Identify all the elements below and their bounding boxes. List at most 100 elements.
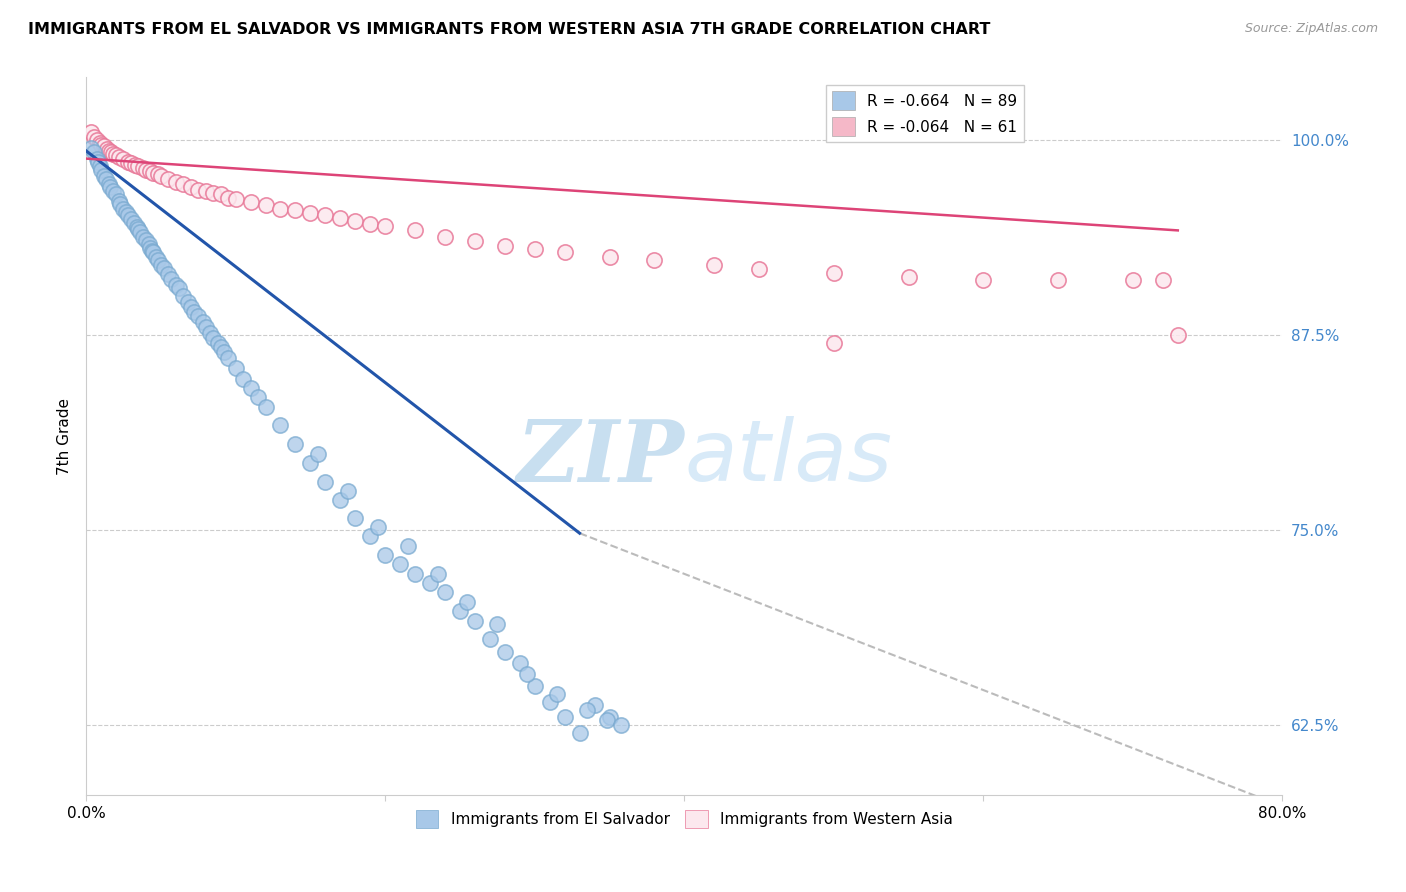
- Point: [225, 192, 247, 206]
- Point: [449, 604, 471, 618]
- Point: [172, 289, 194, 303]
- Point: [546, 687, 568, 701]
- Point: [139, 241, 162, 255]
- Point: [112, 202, 135, 216]
- Point: [101, 147, 124, 161]
- Point: [494, 239, 516, 253]
- Point: [284, 437, 307, 451]
- Point: [823, 266, 845, 280]
- Point: [93, 139, 115, 153]
- Point: [115, 204, 138, 219]
- Point: [359, 217, 381, 231]
- Point: [187, 183, 209, 197]
- Point: [191, 316, 214, 330]
- Text: ZIP: ZIP: [516, 417, 685, 500]
- Point: [239, 195, 262, 210]
- Point: [329, 211, 352, 225]
- Point: [93, 169, 115, 183]
- Point: [108, 194, 131, 208]
- Point: [419, 576, 441, 591]
- Point: [183, 304, 205, 318]
- Point: [1122, 273, 1144, 287]
- Point: [98, 179, 121, 194]
- Point: [523, 242, 546, 256]
- Point: [748, 262, 770, 277]
- Point: [494, 645, 516, 659]
- Point: [568, 726, 591, 740]
- Point: [207, 335, 229, 350]
- Point: [232, 372, 254, 386]
- Point: [124, 158, 146, 172]
- Point: [269, 202, 291, 216]
- Point: [79, 141, 101, 155]
- Point: [239, 381, 262, 395]
- Point: [359, 529, 381, 543]
- Point: [97, 144, 120, 158]
- Point: [433, 585, 456, 599]
- Point: [129, 225, 152, 239]
- Point: [404, 223, 426, 237]
- Point: [142, 166, 165, 180]
- Point: [464, 235, 486, 249]
- Point: [583, 698, 606, 712]
- Point: [172, 177, 194, 191]
- Point: [329, 493, 352, 508]
- Point: [135, 162, 157, 177]
- Point: [100, 145, 122, 160]
- Point: [404, 566, 426, 581]
- Point: [509, 656, 531, 670]
- Point: [132, 161, 155, 175]
- Point: [576, 702, 599, 716]
- Point: [314, 475, 336, 489]
- Point: [120, 156, 142, 170]
- Point: [538, 695, 561, 709]
- Point: [135, 233, 157, 247]
- Point: [160, 272, 183, 286]
- Point: [523, 679, 546, 693]
- Point: [299, 206, 322, 220]
- Point: [516, 666, 538, 681]
- Point: [180, 300, 202, 314]
- Point: [643, 253, 665, 268]
- Point: [153, 260, 176, 275]
- Point: [127, 160, 149, 174]
- Point: [194, 320, 217, 334]
- Point: [554, 245, 576, 260]
- Point: [108, 150, 131, 164]
- Point: [1152, 273, 1174, 287]
- Point: [254, 198, 277, 212]
- Point: [127, 222, 149, 236]
- Point: [396, 539, 419, 553]
- Point: [146, 253, 169, 268]
- Point: [367, 520, 389, 534]
- Point: [247, 391, 270, 405]
- Point: [122, 216, 145, 230]
- Point: [187, 310, 209, 324]
- Point: [104, 148, 127, 162]
- Point: [374, 548, 396, 562]
- Point: [132, 229, 155, 244]
- Point: [86, 152, 108, 166]
- Point: [212, 345, 235, 359]
- Point: [165, 278, 187, 293]
- Point: [254, 400, 277, 414]
- Point: [177, 295, 200, 310]
- Point: [96, 142, 118, 156]
- Point: [86, 133, 108, 147]
- Y-axis label: 7th Grade: 7th Grade: [58, 398, 72, 475]
- Point: [112, 152, 135, 166]
- Point: [149, 258, 172, 272]
- Point: [595, 714, 617, 728]
- Point: [149, 169, 172, 183]
- Point: [599, 710, 621, 724]
- Point: [823, 335, 845, 350]
- Text: atlas: atlas: [685, 417, 893, 500]
- Text: Source: ZipAtlas.com: Source: ZipAtlas.com: [1244, 22, 1378, 36]
- Point: [79, 125, 101, 139]
- Point: [1047, 273, 1070, 287]
- Point: [610, 718, 633, 732]
- Point: [225, 360, 247, 375]
- Point: [110, 197, 132, 211]
- Point: [89, 160, 111, 174]
- Point: [314, 208, 336, 222]
